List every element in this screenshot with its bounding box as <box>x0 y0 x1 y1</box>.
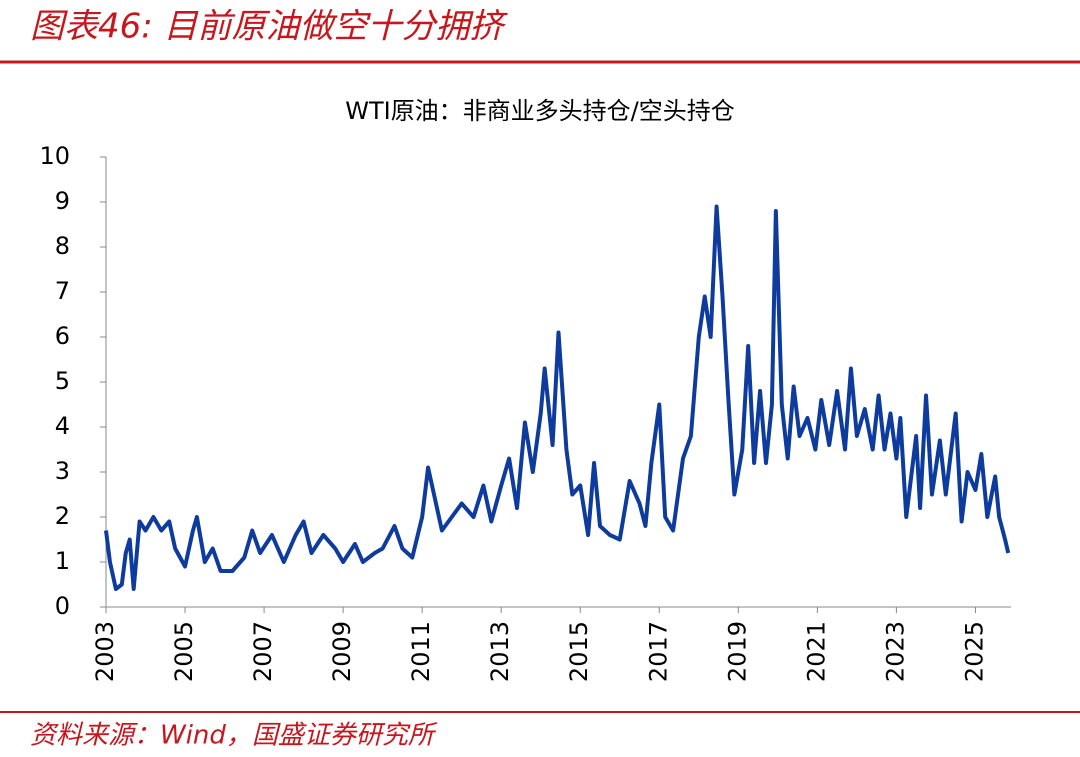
x-tick-label: 2025 <box>960 621 988 682</box>
y-tick-label: 10 <box>39 142 70 170</box>
y-tick-label: 9 <box>55 187 70 215</box>
y-tick-label: 0 <box>55 592 70 620</box>
y-tick-label: 1 <box>55 547 70 575</box>
x-tick-label: 2021 <box>802 621 830 682</box>
y-tick-label: 3 <box>55 457 70 485</box>
x-tick-label: 2023 <box>881 621 909 682</box>
y-tick-label: 7 <box>55 277 70 305</box>
y-tick-label: 2 <box>55 502 70 530</box>
y-tick-label: 5 <box>55 367 70 395</box>
y-tick-label: 6 <box>55 322 70 350</box>
chart-title: WTI原油：非商业多头持仓/空头持仓 <box>345 97 735 125</box>
x-tick-label: 2011 <box>407 621 435 682</box>
x-tick-label: 2007 <box>249 621 277 682</box>
y-tick-label: 4 <box>55 412 70 440</box>
source-note: 资料来源：Wind，国盛证券研究所 <box>30 721 438 751</box>
x-tick-label: 2005 <box>170 621 198 682</box>
x-tick-label: 2019 <box>723 621 751 682</box>
x-tick-label: 2017 <box>644 621 672 682</box>
data-line <box>104 204 1011 591</box>
x-tick-label: 2013 <box>486 621 514 682</box>
y-tick-label: 8 <box>55 232 70 260</box>
x-tick-label: 2003 <box>91 621 119 682</box>
x-tick-label: 2015 <box>565 621 593 682</box>
x-tick-label: 2009 <box>328 621 356 682</box>
page-title: 图表46: 目前原油做空十分拥挤 <box>30 7 509 47</box>
